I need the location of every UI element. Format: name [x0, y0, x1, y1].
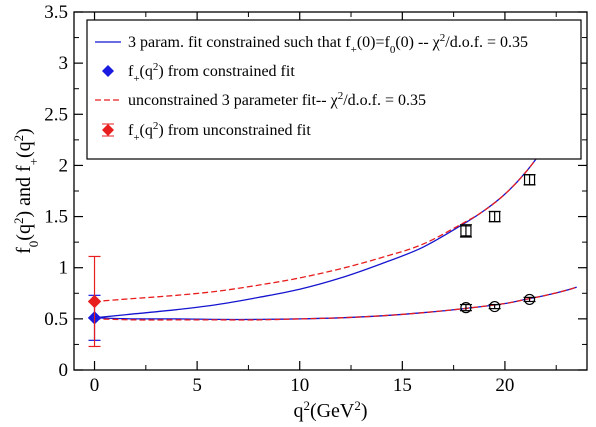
- square-data-point: [460, 225, 472, 237]
- y-tick-label: 1.5: [44, 207, 68, 228]
- circle-data-point: [460, 302, 472, 314]
- unconstrained-fit-curve: [94, 286, 577, 321]
- y-tick-label: 1: [59, 258, 69, 279]
- legend-box: [86, 19, 582, 160]
- legend-entry-text: 3 param. fit constrained such that f+​(0…: [128, 32, 528, 56]
- y-axis-label: f0​(q2​) and f+​(q2​): [11, 128, 41, 254]
- circle-data-point: [523, 293, 536, 306]
- x-tick-label: 20: [495, 375, 514, 396]
- x-tick-label: 15: [393, 375, 412, 396]
- legend-swatch-diamond: [102, 124, 114, 136]
- unconstrained-fit-curve: [94, 84, 578, 303]
- y-tick-label: 3: [59, 53, 69, 74]
- x-tick-label: 10: [290, 375, 309, 396]
- legend-entry-text: f+​(q2​) from constrained fit: [128, 61, 295, 85]
- y-tick-label: 2.5: [44, 104, 68, 125]
- legend-swatch-diamond: [102, 65, 114, 77]
- legend-entry-text: f+​(q2​) from unconstrained fit: [128, 120, 311, 144]
- plot-area: 0 5 10 15 20 0 0.5 1 1.5 2 2.5 3 3.5: [44, 2, 588, 396]
- x-tick-label: 5: [192, 375, 202, 396]
- y-tick-label: 3.5: [44, 2, 68, 23]
- legend: 3 param. fit constrained such that f+​(0…: [86, 19, 582, 160]
- x-tick-label: 0: [90, 375, 100, 396]
- square-data-point: [489, 210, 501, 223]
- axes-labels: q2​(GeV2​) f0​(q2​) and f+​(q2​): [11, 128, 368, 422]
- legend-entry-text: unconstrained 3 parameter fit-- χ2​/d.o.…: [128, 90, 426, 109]
- square-data-point: [523, 174, 536, 186]
- diamond-data-point: [87, 294, 102, 309]
- y-tick-label: 0: [59, 360, 69, 381]
- x-axis-label: q2​(GeV2​): [293, 398, 367, 423]
- y-tick-label: 0.5: [44, 309, 68, 330]
- circle-data-point: [489, 300, 501, 313]
- y-tick-label: 2: [59, 155, 69, 176]
